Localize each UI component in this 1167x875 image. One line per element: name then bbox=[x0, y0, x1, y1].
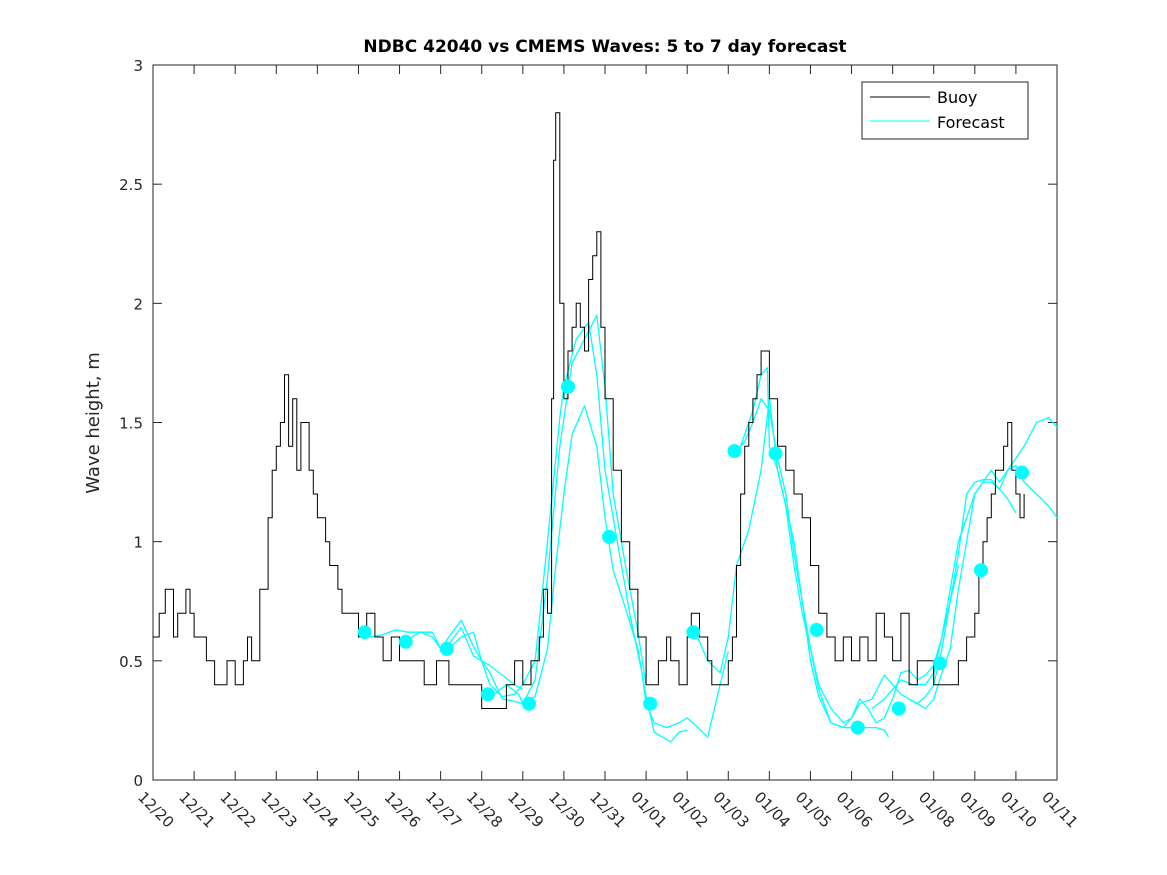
forecast-marker bbox=[932, 656, 947, 671]
y-tick-label: 3 bbox=[133, 57, 143, 75]
y-axis-label: Wave height, m bbox=[83, 352, 104, 493]
forecast-marker bbox=[602, 529, 617, 544]
forecast-line-run-10 bbox=[908, 464, 1058, 710]
forecast-marker bbox=[768, 446, 783, 461]
chart-title: NDBC 42040 vs CMEMS Waves: 5 to 7 day fo… bbox=[363, 37, 846, 57]
forecast-markers bbox=[357, 379, 1030, 735]
y-tick-labels: 0 0.5 1 1.5 2 2.5 3 bbox=[119, 57, 143, 790]
legend-box bbox=[861, 81, 1029, 140]
buoy-line bbox=[153, 112, 1025, 709]
forecast-line-run-7 bbox=[728, 398, 960, 729]
y-tick-label: 2.5 bbox=[119, 176, 143, 194]
forecast-marker bbox=[973, 563, 988, 578]
forecast-marker bbox=[643, 696, 658, 711]
y-tick-label: 0 bbox=[133, 772, 143, 790]
forecast-marker bbox=[357, 625, 372, 640]
legend-label-buoy: Buoy bbox=[937, 88, 977, 107]
forecast-line-run-9 bbox=[871, 417, 1058, 710]
series-layer bbox=[153, 112, 1058, 743]
forecast-line-run-8 bbox=[739, 367, 1017, 724]
y-tick-label: 0.5 bbox=[119, 653, 143, 671]
y-tick-label: 2 bbox=[133, 295, 143, 313]
forecast-marker bbox=[561, 379, 576, 394]
forecast-marker bbox=[1015, 465, 1030, 480]
y-tick-label: 1.5 bbox=[119, 415, 143, 433]
forecast-marker bbox=[891, 701, 906, 716]
legend: Buoy Forecast bbox=[861, 81, 1029, 140]
forecast-marker bbox=[439, 641, 454, 656]
axis-ticks bbox=[152, 64, 1058, 781]
legend-label-forecast: Forecast bbox=[937, 113, 1005, 132]
forecast-marker bbox=[809, 622, 824, 637]
forecast-marker bbox=[850, 720, 865, 735]
forecast-marker bbox=[480, 687, 495, 702]
forecast-line-run-3 bbox=[448, 314, 647, 705]
forecast-marker bbox=[727, 444, 742, 459]
forecast-marker bbox=[686, 625, 701, 640]
forecast-marker bbox=[398, 634, 413, 649]
y-tick-label: 1 bbox=[133, 534, 143, 552]
forecast-line-run-2 bbox=[403, 386, 565, 698]
forecast-marker bbox=[521, 696, 536, 711]
